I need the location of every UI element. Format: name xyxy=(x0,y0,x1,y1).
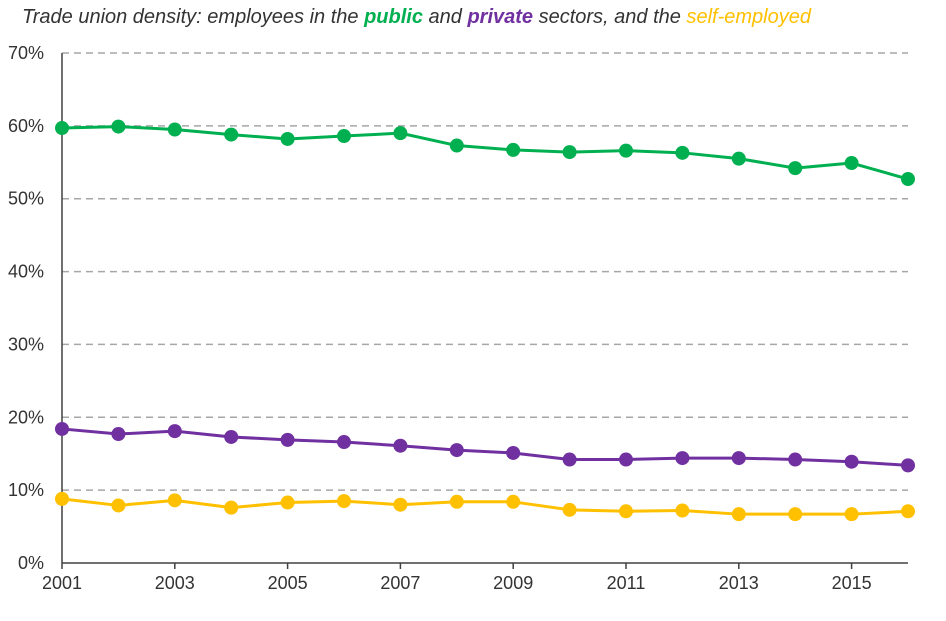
data-point-public-2007 xyxy=(393,126,408,141)
x-tick-label: 2015 xyxy=(832,573,872,593)
x-tick-label: 2005 xyxy=(268,573,308,593)
data-point-public-2009 xyxy=(506,142,521,157)
x-tick-label: 2003 xyxy=(155,573,195,593)
series-line-private xyxy=(61,427,909,467)
data-point-self-employed-2001 xyxy=(55,491,69,506)
data-point-public-2005 xyxy=(280,131,295,146)
title-text-2: and xyxy=(422,6,468,28)
data-point-private-2016 xyxy=(901,458,915,473)
y-tick-label: 50% xyxy=(8,189,44,209)
title-public-keyword: public xyxy=(364,6,423,28)
y-axis-tick-labels: 0% 10% 20% 30% 40% 50% 60% 70% xyxy=(8,43,44,573)
data-point-self-employed-2011 xyxy=(619,504,633,519)
title-private-keyword: private xyxy=(467,6,534,28)
data-point-self-employed-2005 xyxy=(280,495,295,510)
data-point-self-employed-2002 xyxy=(111,498,126,513)
data-point-public-2011 xyxy=(619,143,633,158)
data-point-private-2006 xyxy=(337,435,351,450)
data-point-private-2007 xyxy=(393,438,408,453)
data-point-private-2014 xyxy=(788,452,803,467)
data-point-self-employed-2013 xyxy=(731,507,746,522)
data-point-self-employed-2016 xyxy=(901,504,915,519)
data-point-self-employed-2003 xyxy=(167,493,182,508)
chart-title: Trade union density: employees in the pu… xyxy=(22,6,811,29)
data-point-private-2003 xyxy=(167,424,182,439)
data-point-private-2009 xyxy=(506,445,521,460)
title-self-employed-keyword: self-employed xyxy=(686,6,811,28)
data-point-private-2004 xyxy=(224,429,239,444)
data-point-private-2015 xyxy=(844,454,859,469)
data-point-private-2002 xyxy=(111,427,126,442)
data-point-public-2003 xyxy=(167,122,182,137)
data-point-self-employed-2015 xyxy=(844,507,859,522)
data-point-public-2014 xyxy=(788,161,803,176)
data-series xyxy=(55,119,915,522)
y-tick-label: 10% xyxy=(8,480,44,500)
data-point-private-2013 xyxy=(731,451,746,466)
data-point-public-2006 xyxy=(337,129,351,144)
x-tick-label: 2011 xyxy=(607,573,646,593)
data-point-private-2011 xyxy=(619,452,633,467)
data-point-self-employed-2008 xyxy=(449,494,464,509)
y-tick-label: 70% xyxy=(8,43,44,63)
grid-lines xyxy=(62,52,908,491)
data-point-private-2005 xyxy=(280,432,295,447)
x-axis-tick-labels: 2001 2003 2005 2007 2009 2011 2013 2015 xyxy=(42,573,872,593)
data-point-private-2008 xyxy=(449,443,464,458)
y-tick-label: 40% xyxy=(8,262,44,282)
data-point-private-2012 xyxy=(675,451,690,466)
data-point-public-2001 xyxy=(55,121,69,136)
x-tick-label: 2013 xyxy=(719,573,759,593)
data-point-public-2010 xyxy=(562,145,577,160)
data-point-public-2012 xyxy=(675,145,690,160)
data-point-public-2016 xyxy=(901,172,915,187)
data-point-public-2002 xyxy=(111,119,126,134)
data-point-public-2015 xyxy=(844,156,859,171)
series-line-self-employed xyxy=(61,497,909,516)
data-point-self-employed-2007 xyxy=(393,497,408,512)
series-self-employed xyxy=(55,491,915,522)
data-point-public-2008 xyxy=(449,138,464,153)
y-tick-label: 0% xyxy=(18,553,44,573)
series-private xyxy=(55,421,915,473)
title-text-3: sectors, and the xyxy=(533,6,687,28)
axes xyxy=(61,53,908,569)
data-point-public-2004 xyxy=(224,127,239,142)
data-point-self-employed-2004 xyxy=(224,500,239,515)
title-text-1: Trade union density: employees in the xyxy=(22,6,365,28)
x-tick-label: 2007 xyxy=(380,573,420,593)
y-tick-label: 20% xyxy=(8,407,44,427)
y-tick-label: 30% xyxy=(8,334,44,354)
y-tick-label: 60% xyxy=(8,116,44,136)
x-tick-label: 2001 xyxy=(42,573,82,593)
series-line-public xyxy=(61,125,909,181)
data-point-self-employed-2014 xyxy=(788,507,803,522)
data-point-self-employed-2012 xyxy=(675,503,690,518)
data-point-private-2010 xyxy=(562,452,577,467)
data-point-public-2013 xyxy=(731,151,746,166)
data-point-private-2001 xyxy=(55,421,69,436)
data-point-self-employed-2009 xyxy=(506,494,521,509)
data-point-self-employed-2006 xyxy=(337,494,351,509)
x-tick-label: 2009 xyxy=(493,573,533,593)
data-point-self-employed-2010 xyxy=(562,502,577,517)
series-public xyxy=(55,119,915,187)
